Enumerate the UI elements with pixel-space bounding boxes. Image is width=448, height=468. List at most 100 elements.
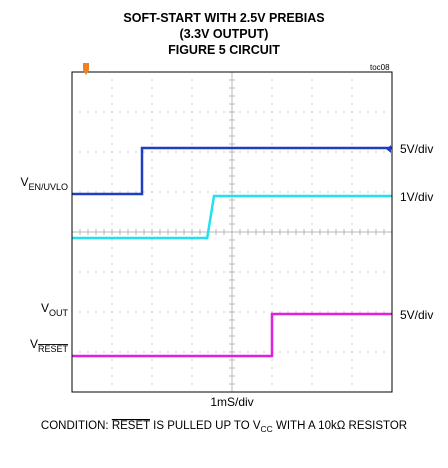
grid-dot (183, 191, 185, 193)
grid-dot (271, 143, 273, 145)
grid-dot (183, 151, 185, 153)
grid-dot (311, 263, 313, 265)
grid-dot (271, 255, 273, 257)
grid-dot (119, 111, 121, 113)
grid-dot (151, 87, 153, 89)
grid-dot (311, 183, 313, 185)
grid-dot (103, 271, 105, 273)
grid-dot (111, 167, 113, 169)
grid-dot (351, 255, 353, 257)
grid-dot (95, 191, 97, 193)
grid-dot (191, 311, 193, 313)
grid-dot (375, 271, 377, 273)
grid-dot (191, 239, 193, 241)
grid-dot (311, 95, 313, 97)
grid-dot (351, 207, 353, 209)
grid-dot (151, 175, 153, 177)
grid-dot (151, 127, 153, 129)
grid-dot (119, 351, 121, 353)
grid-dot (351, 175, 353, 177)
grid-dot (111, 223, 113, 225)
grid-dot (111, 367, 113, 369)
grid-dot (311, 207, 313, 209)
grid-dot (87, 271, 89, 273)
grid-dot (79, 111, 81, 113)
grid-dot (151, 343, 153, 345)
grid-dot (351, 183, 353, 185)
grid-dot (199, 351, 201, 353)
grid-dot (159, 311, 161, 313)
grid-dot (271, 311, 273, 313)
grid-dot (271, 271, 273, 273)
grid-dot (151, 223, 153, 225)
grid-dot (191, 175, 193, 177)
grid-dot (351, 119, 353, 121)
grid-dot (87, 351, 89, 353)
grid-dot (135, 191, 137, 193)
grid-dot (175, 151, 177, 153)
grid-dot (271, 367, 273, 369)
grid-dot (175, 271, 177, 273)
grid-dot (151, 119, 153, 121)
grid-dot (311, 375, 313, 377)
grid-dot (351, 79, 353, 81)
grid-dot (191, 215, 193, 217)
grid-dot (351, 279, 353, 281)
grid-dot (151, 279, 153, 281)
grid-dot (311, 287, 313, 289)
grid-dot (351, 167, 353, 169)
grid-dot (247, 191, 249, 193)
grid-dot (151, 351, 153, 353)
x-axis-label: 1mS/div (210, 395, 253, 409)
grid-dot (111, 351, 113, 353)
grid-dot (167, 151, 169, 153)
grid-dot (207, 191, 209, 193)
grid-dot (271, 207, 273, 209)
grid-dot (191, 263, 193, 265)
grid-dot (255, 111, 257, 113)
grid-dot (151, 375, 153, 377)
grid-dot (311, 255, 313, 257)
grid-dot (311, 119, 313, 121)
grid-dot (175, 111, 177, 113)
grid-dot (191, 183, 193, 185)
grid-dot (367, 111, 369, 113)
grid-dot (111, 215, 113, 217)
grid-dot (319, 151, 321, 153)
grid-dot (151, 111, 153, 113)
grid-dot (303, 271, 305, 273)
grid-dot (311, 79, 313, 81)
grid-dot (271, 359, 273, 361)
grid-dot (271, 111, 273, 113)
grid-dot (303, 191, 305, 193)
grid-dot (151, 303, 153, 305)
grid-dot (111, 175, 113, 177)
grid-dot (311, 159, 313, 161)
grid-dot (287, 191, 289, 193)
grid-dot (191, 295, 193, 297)
grid-dot (223, 191, 225, 193)
grid-dot (143, 111, 145, 113)
grid-dot (111, 135, 113, 137)
grid-dot (111, 375, 113, 377)
grid-dot (127, 271, 129, 273)
grid-dot (135, 271, 137, 273)
grid-dot (151, 367, 153, 369)
grid-dot (111, 303, 113, 305)
grid-dot (311, 199, 313, 201)
chart-title-line-2: (3.3V OUTPUT) (180, 27, 269, 41)
grid-dot (271, 103, 273, 105)
grid-dot (199, 111, 201, 113)
grid-dot (383, 151, 385, 153)
grid-dot (327, 311, 329, 313)
grid-dot (191, 159, 193, 161)
grid-dot (167, 351, 169, 353)
grid-dot (311, 87, 313, 89)
grid-dot (311, 151, 313, 153)
grid-dot (255, 271, 257, 273)
grid-dot (191, 319, 193, 321)
grid-dot (191, 95, 193, 97)
grid-dot (191, 151, 193, 153)
grid-dot (135, 311, 137, 313)
grid-dot (311, 295, 313, 297)
